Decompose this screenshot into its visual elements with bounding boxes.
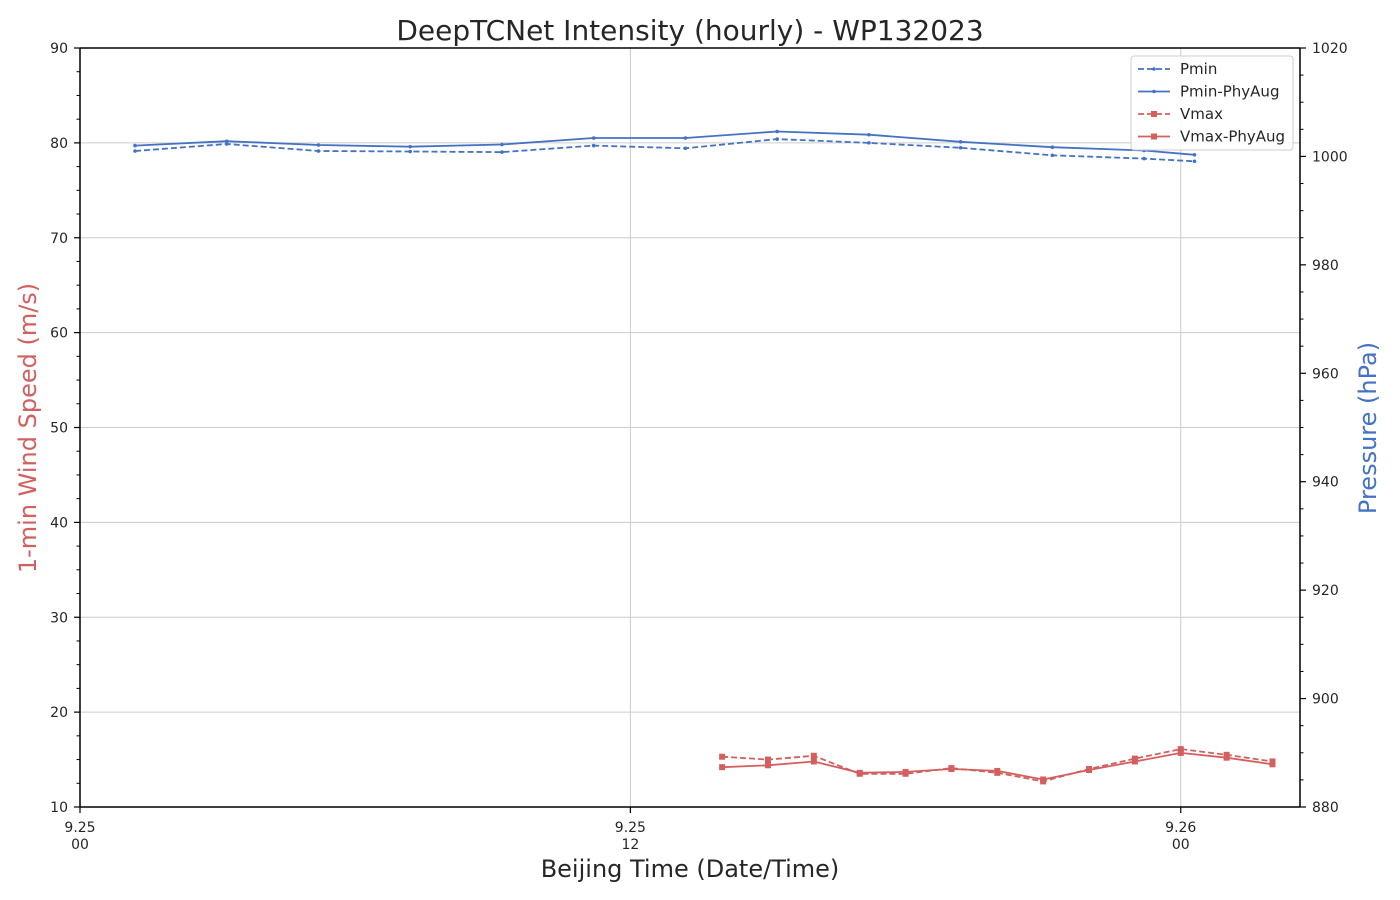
data-point-pmin-phyaug [867,132,871,137]
legend-label-pmin-phyaug: Pmin-PhyAug [1180,83,1279,101]
data-point-pmin [500,150,504,154]
data-point-pmin [867,141,871,145]
legend-label-vmax: Vmax [1180,105,1223,123]
data-point-vmax [1177,746,1184,753]
data-point-vmax-phyaug [902,768,909,775]
data-point-pmin-phyaug [958,139,963,144]
data-point-vmax-phyaug [1177,749,1184,756]
right-y-tick-label: 1020 [1312,41,1348,57]
data-point-pmin [408,149,413,154]
data-point-pmin [683,146,688,151]
data-point-vmax-phyaug [719,764,726,771]
legend: Pmin Pmin-PhyAug Vmax Vmax-PhyAug [1130,55,1294,151]
data-point-vmax-phyaug [810,758,817,765]
data-point-vmax-phyaug [1131,758,1138,765]
x-tick-label-time: 12 [621,837,639,853]
legend-marker-pmin-phyaug [1152,89,1156,94]
x-tick-label-date: 9.26 [1165,820,1196,836]
right-y-tick-label: 900 [1312,692,1339,708]
x-tick-label-date: 9.25 [615,820,646,836]
x-tick-label-date: 9.25 [64,820,95,836]
right-y-tick-label: 880 [1312,800,1339,816]
data-point-vmax-phyaug [1040,776,1047,783]
data-point-vmax-phyaug [764,762,771,769]
legend-marker-vmax [1151,111,1157,117]
chart-title: DeepTCNet Intensity (hourly) - WP132023 [396,14,983,47]
series-layer [133,129,1276,785]
left-y-tick-label: 30 [50,610,68,626]
right-y-tick-label: 980 [1312,258,1339,274]
data-point-pmin-phyaug [775,129,779,134]
left-y-tick-label: 80 [50,136,68,152]
data-point-pmin [591,143,596,148]
left-y-tick-label: 50 [50,421,68,437]
legend-frame [1130,55,1294,151]
data-point-pmin-phyaug [408,144,413,149]
data-point-pmin [1050,153,1055,158]
data-point-pmin [1142,156,1146,161]
legend-label-vmax-phyaug: Vmax-PhyAug [1180,128,1285,146]
right-y-tick-label: 960 [1312,366,1339,382]
legend-marker-pmin [1152,67,1156,71]
data-point-vmax-phyaug [1269,761,1276,768]
left-y-tick-label: 90 [50,41,68,57]
data-point-pmin [1192,159,1197,164]
data-point-pmin [224,142,229,146]
ticks: 1020304050607080908809009209409609801000… [50,41,1347,853]
data-point-pmin [316,149,321,153]
left-y-tick-label: 40 [50,515,68,531]
data-point-vmax-phyaug [856,769,863,776]
right-y-tick-label: 920 [1312,583,1339,599]
right-y-tick-label: 940 [1312,475,1339,491]
data-point-pmin-phyaug [133,143,137,148]
x-axis-title: Beijing Time (Date/Time) [541,855,840,883]
right-y-tick-label: 1000 [1312,149,1348,165]
data-point-pmin-phyaug [316,143,321,147]
data-point-pmin-phyaug [683,136,688,140]
left-y-tick-label: 70 [50,231,68,247]
data-point-pmin-phyaug [224,139,229,144]
data-point-vmax-phyaug [994,767,1001,774]
data-point-pmin-phyaug [500,142,504,147]
data-point-pmin-phyaug [1192,153,1197,157]
data-point-pmin [958,145,963,150]
legend-label-pmin: Pmin [1180,60,1217,78]
data-point-pmin-phyaug [591,136,596,140]
left-y-tick-label: 60 [50,326,68,342]
data-point-vmax-phyaug [1086,766,1093,773]
left-y-tick-label: 20 [50,705,68,721]
x-tick-label-time: 00 [1172,837,1190,853]
data-point-vmax-phyaug [1223,754,1230,761]
data-point-vmax [810,752,817,759]
data-point-vmax [719,753,726,760]
left-axis-title: 1-min Wind Speed (m/s) [14,283,42,573]
data-point-pmin [775,137,779,141]
data-point-pmin [133,149,137,153]
legend-marker-vmax-phyaug [1151,133,1157,140]
data-point-vmax [764,756,771,763]
data-point-vmax-phyaug [948,766,955,773]
left-y-tick-label: 10 [50,800,68,816]
x-tick-label-time: 00 [71,837,89,853]
right-axis-title: Pressure (hPa) [1354,342,1382,514]
data-point-pmin-phyaug [1050,145,1055,150]
